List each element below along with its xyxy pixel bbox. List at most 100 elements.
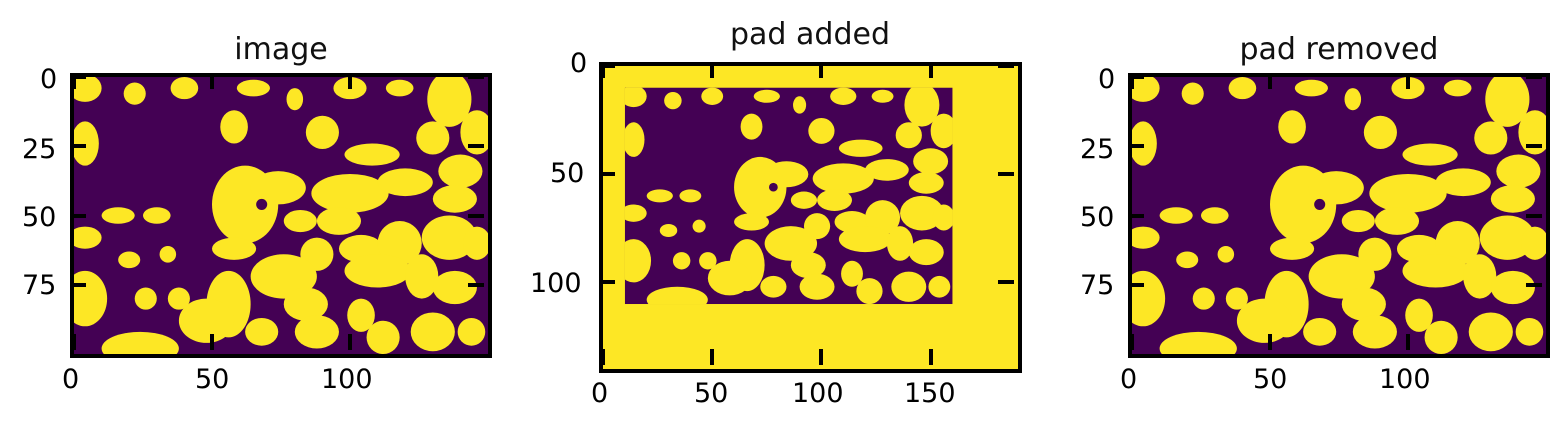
heatmap-blob	[1225, 287, 1248, 310]
heatmap-blob	[699, 252, 717, 270]
heatmap-blob	[167, 287, 190, 310]
heatmap-blob	[1303, 317, 1337, 346]
x-tick-label: 100	[321, 364, 373, 395]
heatmap-blob	[74, 121, 99, 166]
y-tick	[1132, 213, 1144, 218]
heatmap-blob	[366, 320, 400, 354]
x-tick-label: 0	[591, 378, 609, 409]
heatmap-blob	[1176, 251, 1199, 269]
heatmap-blob	[664, 91, 682, 110]
heatmap-blob	[740, 113, 763, 140]
heatmap-blob	[1468, 312, 1513, 352]
heatmap-blob	[170, 77, 199, 100]
heatmap-blob	[1363, 115, 1397, 150]
heatmap-blob	[245, 317, 279, 346]
heatmap-blob	[928, 275, 951, 298]
x-tick	[210, 77, 214, 89]
y-tick-label: 0	[570, 48, 588, 79]
heatmap-blob	[250, 171, 306, 205]
heatmap-blob	[1435, 221, 1480, 266]
heatmap-blob	[344, 254, 411, 288]
heatmap-blob	[734, 213, 769, 231]
y-tick-label: 25	[22, 134, 57, 165]
heatmap-background	[624, 87, 953, 305]
heatmap-blob	[672, 252, 691, 270]
heatmap-blob	[799, 273, 835, 300]
heatmap-blob	[1308, 254, 1375, 299]
heatmap-blob	[1352, 315, 1397, 349]
heatmap-blob	[753, 89, 780, 103]
y-tick	[998, 66, 1014, 68]
heatmap-blob	[646, 189, 673, 203]
heatmap-blob	[624, 122, 645, 157]
y-tick-label: 100	[530, 268, 582, 299]
heatmap-hole	[256, 198, 268, 210]
heatmap-blob	[812, 163, 874, 194]
y-tick	[1526, 282, 1542, 287]
heatmap-blob	[421, 215, 477, 260]
heatmap-blob	[764, 161, 809, 188]
heatmap-blob	[1521, 226, 1546, 260]
heatmap-blob	[817, 189, 852, 212]
heatmap-hole	[769, 182, 778, 192]
heatmap-pad-added	[599, 62, 1022, 373]
y-tick	[74, 213, 86, 218]
heatmap-blob	[790, 191, 818, 209]
x-tick	[928, 349, 933, 365]
y-tick	[468, 282, 484, 287]
x-tick-label: 50	[1253, 364, 1288, 395]
heatmap-blob	[134, 287, 157, 310]
heatmap-blob	[344, 143, 400, 166]
x-tick-label: 100	[1379, 364, 1431, 395]
y-tick	[603, 280, 615, 285]
heatmap-blob	[1228, 77, 1257, 100]
heatmap-blob	[305, 115, 339, 150]
heatmap-blob	[118, 251, 141, 269]
heatmap-pad-removed	[1128, 73, 1550, 358]
heatmap-image	[70, 73, 492, 358]
y-tick	[1132, 77, 1144, 79]
x-tick	[1132, 334, 1134, 350]
heatmap-blob	[1132, 226, 1160, 249]
heatmap-blob	[236, 79, 270, 97]
heatmap-blob	[1270, 237, 1315, 260]
heatmap-blob	[377, 221, 422, 266]
heatmap-blob	[838, 226, 892, 253]
x-tick-label: 0	[62, 364, 80, 395]
x-tick-label: 0	[1120, 364, 1138, 395]
heatmap-blob	[1294, 79, 1328, 97]
heatmap-blob	[212, 237, 257, 260]
heatmap-blob	[900, 195, 944, 231]
heatmap-blob	[1201, 207, 1229, 224]
heatmap-blob	[101, 331, 179, 354]
y-tick	[74, 144, 86, 149]
heatmap-blob	[347, 298, 375, 332]
y-tick	[1526, 77, 1542, 79]
heatmap-blob	[1435, 168, 1491, 197]
heatmap-blob	[790, 252, 826, 279]
y-tick-label: 0	[1098, 64, 1116, 95]
heatmap-blob	[1402, 254, 1469, 288]
heatmap-blob	[856, 278, 883, 305]
y-tick	[1526, 213, 1542, 218]
heatmap-blob	[311, 173, 389, 213]
heatmap-blob	[908, 239, 944, 266]
y-tick	[74, 77, 86, 79]
heatmap-blob	[438, 154, 483, 188]
heatmap-blob	[646, 286, 708, 305]
heatmap-blob	[1192, 287, 1215, 310]
heatmap-blob	[1278, 110, 1306, 144]
heatmap-blob	[1485, 77, 1530, 127]
heatmap-blob	[74, 77, 102, 102]
panel-title: image	[234, 32, 328, 67]
x-tick	[348, 334, 352, 350]
heatmap-blob	[283, 209, 317, 233]
heatmap-blob	[1341, 209, 1375, 233]
heatmap-blob	[1463, 254, 1497, 299]
heatmap-background	[74, 77, 488, 354]
heatmap-blob	[377, 168, 433, 197]
y-tick	[603, 172, 615, 177]
heatmap-blob	[1159, 331, 1237, 354]
heatmap-blob	[865, 159, 909, 181]
x-tick-label: 100	[792, 378, 844, 409]
